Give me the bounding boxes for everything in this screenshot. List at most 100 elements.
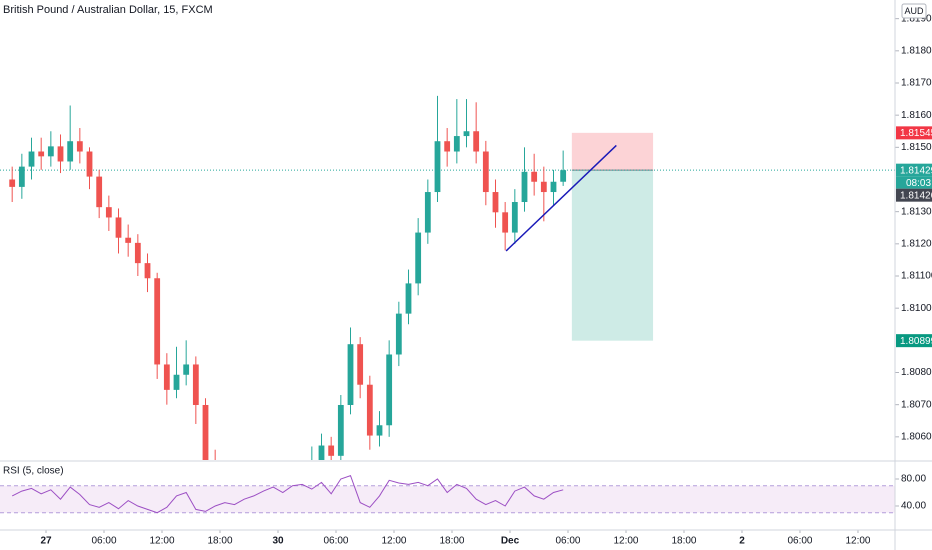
y-tick-label: 1.80600 bbox=[901, 431, 932, 442]
candle-body bbox=[125, 237, 132, 243]
y-tick-label: 1.81500 bbox=[901, 142, 932, 153]
x-tick-label: Dec bbox=[501, 536, 520, 547]
candle-body bbox=[540, 181, 547, 193]
price-badge-label: 1.80899 bbox=[900, 336, 932, 347]
candle-body bbox=[434, 141, 441, 193]
y-tick-label: 1.81600 bbox=[901, 110, 932, 121]
candle-body bbox=[202, 404, 209, 460]
candle-body bbox=[531, 171, 538, 182]
x-tick-label: 06:00 bbox=[555, 536, 580, 547]
candle-body bbox=[453, 136, 460, 152]
x-tick-label: 12:00 bbox=[845, 536, 870, 547]
candle-body bbox=[163, 364, 170, 390]
candle-body bbox=[47, 146, 54, 157]
rsi-band bbox=[0, 485, 895, 513]
price-badge-label: 1.81426 bbox=[900, 190, 932, 201]
rsi-line bbox=[11, 474, 564, 514]
price-badge-label: 1.81429 bbox=[900, 165, 932, 176]
y-tick-label: 1.81000 bbox=[901, 303, 932, 314]
candle-body bbox=[318, 445, 325, 460]
x-tick-label: 12:00 bbox=[149, 536, 174, 547]
candle-body bbox=[9, 179, 16, 187]
candle-body bbox=[328, 445, 335, 456]
trendline bbox=[505, 144, 617, 252]
candle-body bbox=[337, 404, 344, 456]
candle-body bbox=[86, 151, 93, 177]
y-tick-label: 1.81300 bbox=[901, 206, 932, 217]
stop-zone bbox=[571, 132, 654, 171]
candle-body bbox=[57, 146, 64, 162]
y-tick-label: 1.80800 bbox=[901, 367, 932, 378]
candle-body bbox=[192, 364, 199, 405]
rsi-pane bbox=[0, 474, 895, 514]
price-badge bbox=[896, 126, 932, 140]
candle-body bbox=[463, 131, 470, 137]
y-tick-label: 80.00 bbox=[901, 474, 926, 485]
x-tick-label: 18:00 bbox=[439, 536, 464, 547]
candle-body bbox=[511, 202, 518, 233]
candle-body bbox=[366, 384, 373, 436]
countdown-label: 08:03 bbox=[906, 178, 931, 189]
x-tick-label: 18:00 bbox=[207, 536, 232, 547]
currency-badge[interactable] bbox=[901, 3, 927, 19]
candle-body bbox=[424, 192, 431, 233]
candle-body bbox=[560, 170, 567, 182]
x-tick-label: 06:00 bbox=[323, 536, 348, 547]
candle-body bbox=[76, 141, 83, 152]
candle-body bbox=[405, 283, 412, 314]
candle-body bbox=[134, 242, 141, 264]
candle-body bbox=[115, 217, 122, 238]
rsi-title: RSI (5, close) bbox=[3, 466, 64, 477]
candle-body bbox=[502, 212, 509, 233]
x-tick-label: 06:00 bbox=[91, 536, 116, 547]
candle-body bbox=[28, 151, 35, 167]
y-tick-label: 40.00 bbox=[901, 501, 926, 512]
candle-body bbox=[154, 278, 161, 365]
candle-body bbox=[96, 176, 103, 208]
candle-body bbox=[521, 171, 528, 203]
candle-body bbox=[482, 151, 489, 193]
candle-body bbox=[357, 344, 364, 385]
candle-body bbox=[144, 263, 151, 279]
candle-body bbox=[105, 207, 112, 218]
y-tick-label: 1.81700 bbox=[901, 78, 932, 89]
x-tick-label: 27 bbox=[40, 536, 52, 547]
y-tick-label: 1.81200 bbox=[901, 238, 932, 249]
x-tick-label: 18:00 bbox=[671, 536, 696, 547]
candle-body bbox=[38, 151, 45, 157]
candle-body bbox=[415, 232, 422, 284]
y-tick-label: 1.81100 bbox=[901, 271, 932, 282]
x-tick-label: 12:00 bbox=[613, 536, 638, 547]
candle-body bbox=[473, 131, 480, 152]
x-tick-label: 30 bbox=[272, 536, 284, 547]
price-pane bbox=[0, 95, 895, 460]
candle-body bbox=[173, 374, 180, 390]
candle-body bbox=[18, 166, 25, 187]
price-badge bbox=[896, 188, 932, 202]
candle-body bbox=[376, 425, 383, 436]
axes: 1.81900 1.81800 1.81700 1.81600 1.81500 1.813… bbox=[40, 13, 932, 547]
candle-body bbox=[492, 192, 499, 213]
candle-body bbox=[347, 344, 354, 405]
y-tick-label: 1.81800 bbox=[901, 45, 932, 56]
candle-body bbox=[67, 141, 74, 162]
chart-title: British Pound / Australian Dollar, 15, F… bbox=[3, 4, 213, 16]
currency-label[interactable]: AUD bbox=[904, 6, 924, 16]
y-tick-label: 1.81900 bbox=[901, 13, 932, 24]
candle-body bbox=[395, 313, 402, 355]
price-badge bbox=[896, 163, 932, 177]
candle-body bbox=[183, 364, 190, 375]
y-tick-label: 1.80700 bbox=[901, 399, 932, 410]
target-zone bbox=[571, 170, 654, 341]
x-tick-label: 12:00 bbox=[381, 536, 406, 547]
price-badge bbox=[896, 334, 932, 348]
x-tick-label: 2 bbox=[739, 536, 745, 547]
candle-body bbox=[550, 181, 557, 193]
price-badge-label: 1.81545 bbox=[900, 128, 932, 139]
candle-body bbox=[386, 354, 393, 426]
x-tick-label: 06:00 bbox=[787, 536, 812, 547]
countdown-badge bbox=[896, 176, 932, 189]
candle-body bbox=[444, 141, 451, 152]
